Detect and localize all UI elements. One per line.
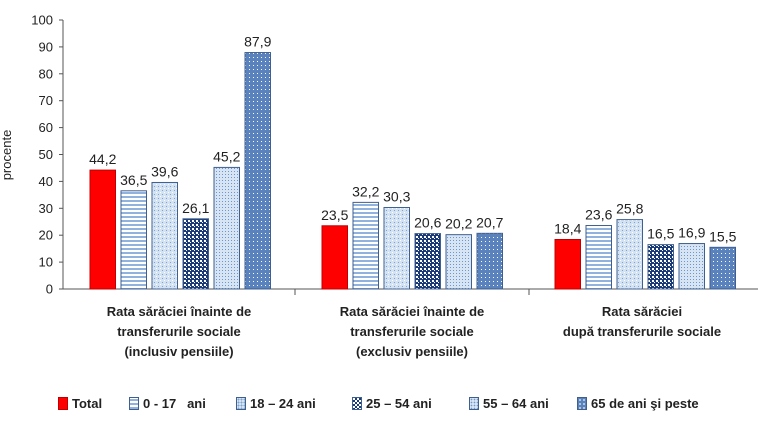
bar [616,219,643,290]
bar [244,52,271,290]
bar [678,243,705,290]
y-tick-label: 70 [39,93,53,108]
bar [414,233,441,290]
bars-layer: 44,2 23,5 18,4 36,5 32,2 23,6 39,6 30,3 25,8 26,1… [89,34,737,290]
data-label: 18,4 [554,221,581,237]
y-tick-label: 60 [39,120,53,135]
bar [647,244,674,290]
legend-item: 0 - 17 ani [129,391,206,415]
legend-label: 18 – 24 ani [250,395,316,411]
legend-item: 55 – 64 ani [469,391,549,415]
legend-swatch [236,396,246,410]
category-labels: Rata sărăciei înainte de transferurile so… [107,304,721,359]
bar [120,190,147,290]
data-label: 20,6 [414,215,441,231]
category-label: Rata sărăciei înainte de [340,304,485,319]
legend: Total 0 - 17 ani 18 – 24 ani 25 – 54 ani 55 … [0,391,758,415]
bar [383,206,410,290]
y-tick-label: 20 [39,228,53,243]
data-label: 16,5 [647,226,674,242]
data-label: 87,9 [244,34,271,50]
y-tick-label: 30 [39,201,53,216]
legend-label: 0 - 17 ani [143,395,206,411]
y-tick-label: 90 [39,39,53,54]
category-label: Rata sărăciei [602,304,682,319]
data-label: 20,2 [445,216,472,232]
legend-label: 55 – 64 ani [483,395,549,411]
category-label: Rata sărăciei înainte de [107,304,252,319]
legend-item: 25 – 54 ani [352,391,432,415]
legend-item: Total [58,391,102,415]
bar [476,232,503,290]
bar [182,218,209,290]
y-axis-title: procente [0,130,14,181]
data-label: 26,1 [182,200,209,216]
y-axis: 0 10 20 30 40 50 60 70 80 90 100 [31,13,758,297]
data-label: 36,5 [120,172,147,188]
legend-swatch [469,396,479,410]
legend-swatch [577,396,587,410]
legend-swatch [352,396,362,410]
bar [151,181,178,290]
data-label: 23,5 [321,207,348,223]
legend-item: 65 de ani şi peste [577,391,699,415]
data-label: 23,6 [585,207,612,223]
legend-item: 18 – 24 ani [236,391,316,415]
y-tick-label: 40 [39,174,53,189]
bar [89,169,116,290]
legend-swatch [58,396,68,410]
y-tick-label: 100 [31,13,53,28]
data-label: 20,7 [476,214,503,230]
bar [585,225,612,290]
y-tick-label: 10 [39,255,53,270]
category-label: transferurile sociale [350,324,474,339]
y-tick-label: 0 [46,282,53,297]
legend-label: Total [72,395,103,411]
bar [213,166,240,290]
legend-label: 65 de ani şi peste [591,395,699,411]
bar [445,234,472,290]
data-label: 30,3 [383,188,410,204]
category-label: (exclusiv pensiile) [356,344,468,359]
bar [321,225,348,290]
y-tick-label: 50 [39,147,53,162]
bar [709,246,736,290]
data-label: 44,2 [89,151,116,167]
y-tick-label: 80 [39,66,53,81]
data-label: 45,2 [213,148,240,164]
category-label: transferurile sociale [117,324,241,339]
legend-swatch [129,396,139,410]
data-label: 25,8 [616,201,643,217]
category-label: (inclusiv pensiile) [124,344,233,359]
legend-label: 25 – 54 ani [366,395,432,411]
bar [352,201,379,290]
category-label: după transferurile sociale [563,324,721,339]
data-label: 32,2 [352,183,379,199]
data-label: 16,9 [678,225,705,241]
data-label: 15,5 [709,228,736,244]
data-label: 39,6 [151,163,178,179]
bar [554,239,581,290]
